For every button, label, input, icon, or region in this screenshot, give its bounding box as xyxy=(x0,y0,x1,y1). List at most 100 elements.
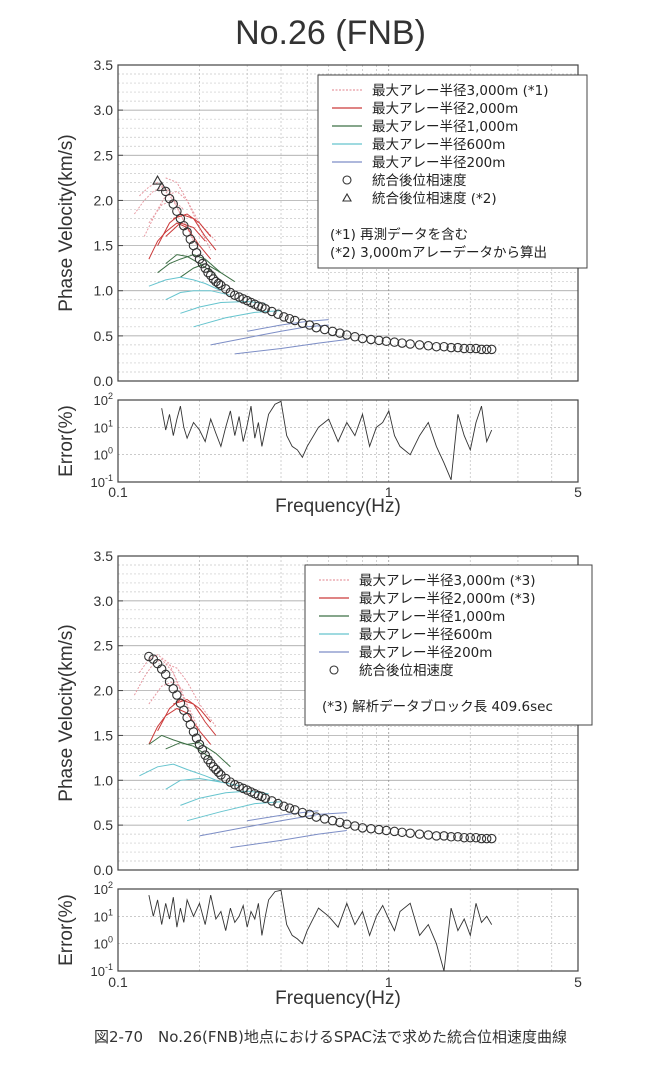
integrated-velocity-point xyxy=(335,817,345,828)
integrated-velocity-point xyxy=(216,770,226,780)
plot-frame xyxy=(117,888,579,972)
error-line xyxy=(148,889,493,972)
series-line-r3000 xyxy=(133,658,200,732)
legend-label: 最大アレー半径2,000m (*3) xyxy=(359,591,535,607)
legend-label: 最大アレー半径200m xyxy=(359,645,492,661)
integrated-velocity-point xyxy=(304,320,315,330)
x-tick-label: 1 xyxy=(385,484,393,500)
y-tick-label: 1.0 xyxy=(94,283,114,299)
y-tick-label: 0.0 xyxy=(94,862,114,878)
legend-box xyxy=(304,564,593,726)
y-tick-label: 100 xyxy=(94,935,113,952)
y-tick-label: 100 xyxy=(94,446,113,463)
integrated-velocity-point xyxy=(160,186,171,197)
integrated-velocity-point xyxy=(191,733,202,743)
integrated-velocity-point xyxy=(486,344,497,355)
y-tick-label: 0.5 xyxy=(94,817,114,833)
integrated-velocity-point xyxy=(327,326,338,337)
integrated-velocity-point xyxy=(185,234,196,245)
integrated-velocity-point xyxy=(267,306,277,317)
series-line-r2000 xyxy=(173,213,212,237)
integrated-velocity-point xyxy=(476,344,487,355)
integrated-velocity-point xyxy=(279,801,289,812)
y-tick-label: 3.5 xyxy=(94,57,114,73)
integrated-velocity-point xyxy=(203,267,213,278)
series-line-r2000 xyxy=(157,213,217,251)
y-tick-label: 1.5 xyxy=(94,238,114,254)
y-tick-label: 10-1 xyxy=(91,473,113,490)
x-tick-label: 5 xyxy=(574,484,582,500)
series-line-r600 xyxy=(180,790,269,806)
series-line-r3000 xyxy=(133,186,200,251)
integrated-velocity-point xyxy=(297,807,308,818)
y-tick-label: 0.5 xyxy=(94,328,114,344)
y-axis-label: Phase Velocity(km/s) xyxy=(56,624,77,801)
integrated-velocity-point xyxy=(471,832,481,843)
legend-note: (*3) 解析データブロック長 409.6sec xyxy=(322,698,553,715)
integrated-velocity-point xyxy=(230,780,240,790)
legend-label: 最大アレー半径2,000m xyxy=(372,101,518,117)
y-tick-label: 1.0 xyxy=(94,772,114,788)
integrated-velocity-point xyxy=(486,833,497,844)
y-axis-label: Phase Velocity(km/s) xyxy=(56,134,77,311)
plot-area xyxy=(118,400,578,482)
integrated-velocity-point xyxy=(431,341,442,352)
y-tick-label: 102 xyxy=(94,391,113,408)
integrated-velocity-point xyxy=(304,809,315,820)
integrated-velocity-point xyxy=(172,690,182,700)
y-axis-label: Error(%) xyxy=(56,405,77,477)
integrated-velocity-point xyxy=(374,335,384,346)
y-tick-label: 3.0 xyxy=(94,102,114,118)
y-tick-label: 2.5 xyxy=(94,147,114,163)
integrated-velocity-point xyxy=(453,832,463,842)
series-line-r600 xyxy=(165,290,231,301)
series-line-r200 xyxy=(247,319,329,332)
series-line-r600 xyxy=(180,300,266,314)
integrated-velocity-point xyxy=(216,280,226,291)
y-tick-label: 1.5 xyxy=(94,727,114,743)
phase-velocity-chart-top: 0.0 0.5 1.0 1.5 2.0 2.5 3.0 3.5 Phase Velocity(k… xyxy=(56,57,588,389)
series-line-r600 xyxy=(139,763,222,783)
page-title: No.26 (FNB) xyxy=(235,14,426,52)
integrated-velocity-point xyxy=(273,798,283,809)
x-tick-label: 5 xyxy=(574,974,582,990)
y-tick-label: 2.5 xyxy=(94,638,114,654)
x-axis-label: Frequency(Hz) xyxy=(275,988,401,1009)
integrated-velocity-point xyxy=(405,828,415,838)
integrated-velocity-point xyxy=(267,796,277,806)
integrated-velocity-point xyxy=(439,341,449,352)
integrated-velocity-point xyxy=(284,803,295,813)
legend-label: 最大アレー半径1,000m xyxy=(372,119,518,135)
series-line-r200 xyxy=(230,830,347,849)
integrated-velocity-point xyxy=(481,833,492,844)
x-tick-label: 1 xyxy=(385,974,393,990)
integrated-velocity-point xyxy=(335,328,345,338)
legend-swatch xyxy=(342,175,352,185)
legend-label: 統合後位相速度 xyxy=(359,663,454,679)
y-tick-label: 10-1 xyxy=(91,962,113,979)
error-chart-top: 10-1 100 101 102 Error(%) 0.1 1 5 Frequency(Hz) xyxy=(56,391,582,517)
integrated-velocity-point xyxy=(253,301,264,311)
error-line xyxy=(161,400,493,480)
integrated-velocity-point xyxy=(260,793,271,803)
legend-note: (*2) 3,000mアレーデータから算出 xyxy=(330,244,547,261)
legend-note: (*1) 再測データを含む xyxy=(330,226,468,243)
integrated-velocity-point xyxy=(211,764,221,775)
integrated-velocity-point xyxy=(164,676,175,687)
legend-label: 最大アレー半径200m xyxy=(372,155,505,171)
integrated-velocity-point xyxy=(213,767,224,777)
y-axis-label: Error(%) xyxy=(56,894,77,966)
series-line-r2000 xyxy=(157,698,217,736)
integrated-velocity-point xyxy=(284,313,295,324)
integrated-velocity-point xyxy=(191,248,202,258)
integrated-velocity-point xyxy=(481,344,492,355)
integrated-velocity-point xyxy=(446,832,456,842)
integrated-velocity-triangle-point xyxy=(156,181,168,191)
series-line-r2000 xyxy=(173,698,212,723)
integrated-velocity-point xyxy=(197,745,208,755)
legend-label: 最大アレー半径3,000m (*1) xyxy=(372,83,548,99)
series-line-r2000 xyxy=(148,222,212,260)
legend-label: 最大アレー半径600m xyxy=(372,137,505,153)
integrated-velocity-point xyxy=(160,669,171,680)
